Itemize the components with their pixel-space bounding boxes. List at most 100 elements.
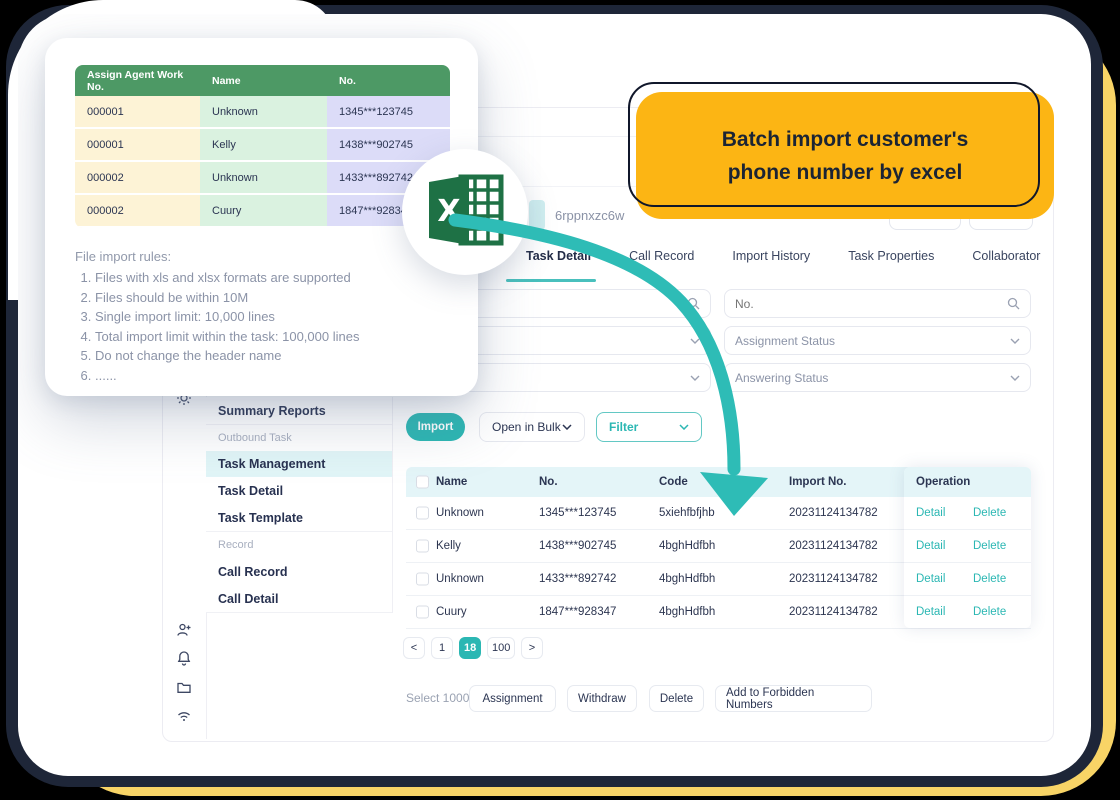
back-chip[interactable] [529, 200, 545, 230]
sidebar-item-call-detail[interactable]: Call Detail [206, 585, 392, 613]
sidebar-menu: Summary Reports Outbound Task Task Manag… [206, 397, 393, 613]
sidebar-section-outbound-task: Outbound Task [218, 432, 292, 444]
operation-column: Operation Detail Delete Detail Delete De… [904, 467, 1031, 628]
cell-import-no: 20231124134782 [789, 507, 878, 519]
col-header-code: Code [659, 476, 688, 488]
task-id: 6rppnxzc6w [555, 208, 625, 223]
sidebar-item-task-template[interactable]: Task Template [206, 504, 392, 532]
cell-name: Unknown [436, 507, 484, 519]
excel-col-no: No. [339, 74, 356, 87]
cell-name: Cuury [436, 606, 467, 618]
tab-collaborator[interactable]: Collaborator [972, 249, 1041, 263]
tab-task-detail[interactable]: Task Detail [526, 249, 592, 263]
filter-dropdown[interactable]: Filter [596, 412, 702, 442]
sidebar-item-call-record[interactable]: Call Record [218, 564, 288, 579]
detail-link[interactable]: Detail [916, 507, 946, 519]
cell-no: 1345***123745 [539, 507, 617, 519]
excel-col-name: Name [212, 74, 241, 87]
cell-no: 1433***892742 [539, 573, 617, 585]
pagination-page-100[interactable]: 100 [487, 637, 516, 659]
search-icon [687, 297, 700, 310]
sidebar-item-task-detail[interactable]: Task Detail [218, 483, 284, 498]
pagination-page-1[interactable]: 1 [431, 637, 453, 659]
import-button[interactable]: Import [406, 413, 465, 441]
open-in-bulk-dropdown[interactable]: Open in Bulk [479, 412, 585, 442]
excel-preview-table: Assign Agent Work No. Name No. 000001 Un… [75, 65, 450, 228]
app-header-bar [163, 108, 1053, 137]
cell-name: Kelly [436, 540, 461, 552]
operation-row: Detail Delete [904, 530, 1031, 563]
rule-item: Files with xls and xlsx formats are supp… [95, 271, 455, 285]
bell-icon[interactable] [176, 650, 192, 666]
chevron-down-icon [562, 424, 572, 430]
rule-item: ...... [95, 368, 455, 383]
assignment-button[interactable]: Assignment [469, 685, 556, 712]
detail-link[interactable]: Detail [916, 540, 946, 552]
user-add-icon[interactable] [176, 622, 192, 638]
cell-import-no: 20231124134782 [789, 573, 878, 585]
rule-item: Files should be within 10M [95, 290, 455, 305]
chevron-down-icon [690, 375, 700, 381]
row-checkbox[interactable] [416, 572, 429, 586]
tab-call-record[interactable]: Call Record [629, 249, 695, 263]
folder-icon[interactable] [176, 679, 192, 695]
cell-code: 4bghHdfbh [659, 606, 716, 618]
select-count-label: Select 1000 [406, 691, 470, 705]
callout-bubble: Batch import customer's phone number by … [636, 92, 1054, 219]
delete-link[interactable]: Delete [973, 573, 1007, 585]
tab-bar: Task Detail Call Record Import History T… [526, 249, 1040, 263]
delete-link[interactable]: Delete [973, 507, 1007, 519]
excel-row: 000001 Kelly 1438***902745 [75, 129, 450, 162]
rule-item: Do not change the header name [95, 349, 455, 363]
cell-no: 1847***928347 [539, 606, 617, 618]
sidebar-item-task-management[interactable]: Task Management [206, 451, 392, 477]
excel-icon: X [425, 172, 505, 253]
operation-row: Detail Delete [904, 563, 1031, 596]
answering-status-value: Answering Status [735, 370, 829, 385]
no-search-field[interactable] [724, 289, 1031, 318]
detail-link[interactable]: Detail [916, 606, 946, 618]
delete-button[interactable]: Delete [649, 685, 704, 712]
pagination-next[interactable]: > [521, 637, 543, 659]
excel-row: 000002 Cuury 1847***928347 [75, 195, 450, 228]
filter-label: Filter [609, 420, 639, 434]
cell-import-no: 20231124134782 [789, 540, 878, 552]
select-all-checkbox[interactable] [416, 475, 429, 489]
svg-text:X: X [437, 194, 460, 229]
row-checkbox[interactable] [416, 605, 429, 619]
no-search-input[interactable] [735, 296, 1007, 311]
open-in-bulk-label: Open in Bulk [492, 420, 561, 434]
row-checkbox[interactable] [416, 506, 429, 520]
excel-row: 000001 Unknown 1345***123745 [75, 96, 450, 129]
operation-row: Detail Delete [904, 497, 1031, 530]
delete-link[interactable]: Delete [973, 540, 1007, 552]
tab-task-properties[interactable]: Task Properties [848, 249, 935, 263]
answering-status-dropdown[interactable]: Answering Status [724, 363, 1031, 392]
callout-outline [628, 82, 1040, 207]
pagination-page-18[interactable]: 18 [459, 637, 482, 659]
cell-import-no: 20231124134782 [789, 606, 878, 618]
rule-item: Total import limit within the task: 100,… [95, 329, 455, 344]
rules-title: File import rules: [75, 249, 172, 264]
row-checkbox[interactable] [416, 539, 429, 553]
rules-list: Files with xls and xlsx formats are supp… [75, 271, 455, 388]
wifi-icon[interactable] [176, 708, 192, 724]
withdraw-button[interactable]: Withdraw [567, 685, 637, 712]
cell-code: 4bghHdfbh [659, 540, 716, 552]
chevron-down-icon [690, 338, 700, 344]
col-header-operation: Operation [916, 476, 971, 488]
operation-row: Detail Delete [904, 596, 1031, 628]
cell-code: 4bghHdfbh [659, 573, 716, 585]
chevron-down-icon [1010, 338, 1020, 344]
pagination-prev[interactable]: < [403, 637, 425, 659]
col-header-no: No. [539, 476, 558, 488]
detail-link[interactable]: Detail [916, 573, 946, 585]
tab-import-history[interactable]: Import History [732, 249, 811, 263]
delete-link[interactable]: Delete [973, 606, 1007, 618]
assignment-status-dropdown[interactable]: Assignment Status [724, 326, 1031, 355]
chevron-down-icon [1010, 375, 1020, 381]
sidebar-item-summary-reports[interactable]: Summary Reports [206, 397, 392, 425]
add-to-forbidden-numbers-button[interactable]: Add to Forbidden Numbers [715, 685, 872, 712]
callout-text-line1: Batch import customer's [721, 127, 969, 151]
